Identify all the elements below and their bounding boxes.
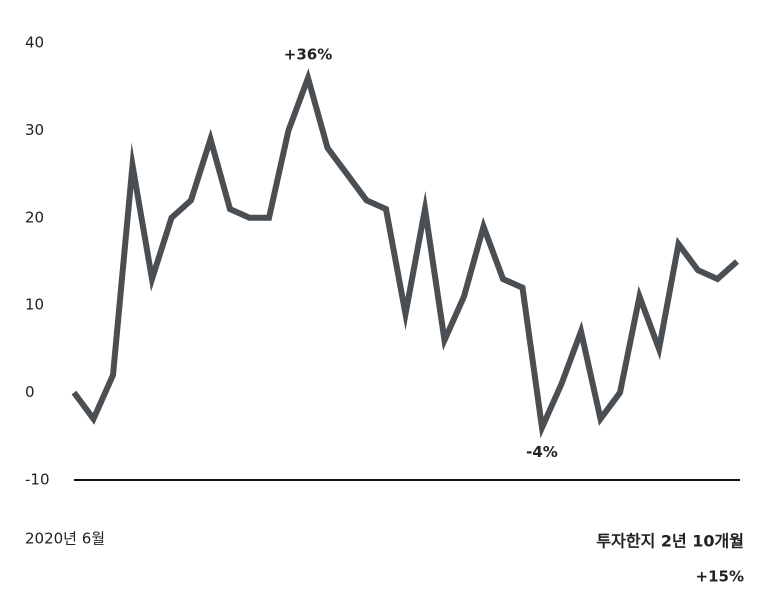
y-tick-label: -10 xyxy=(25,471,50,489)
y-tick-label: 0 xyxy=(25,383,35,401)
y-tick-label: 20 xyxy=(25,208,44,226)
summary-label: 투자한지 2년 10개월 xyxy=(596,532,744,551)
y-tick-label: 10 xyxy=(25,296,44,314)
line xyxy=(71,68,740,439)
y-tick-label: 30 xyxy=(25,121,44,139)
x-tick-label: 2020년 6월 xyxy=(25,530,105,548)
y-tick-label: 40 xyxy=(25,34,44,52)
summary-value: +15% xyxy=(696,568,744,586)
annotation: -4% xyxy=(526,443,558,461)
annotation: +36% xyxy=(284,45,332,63)
